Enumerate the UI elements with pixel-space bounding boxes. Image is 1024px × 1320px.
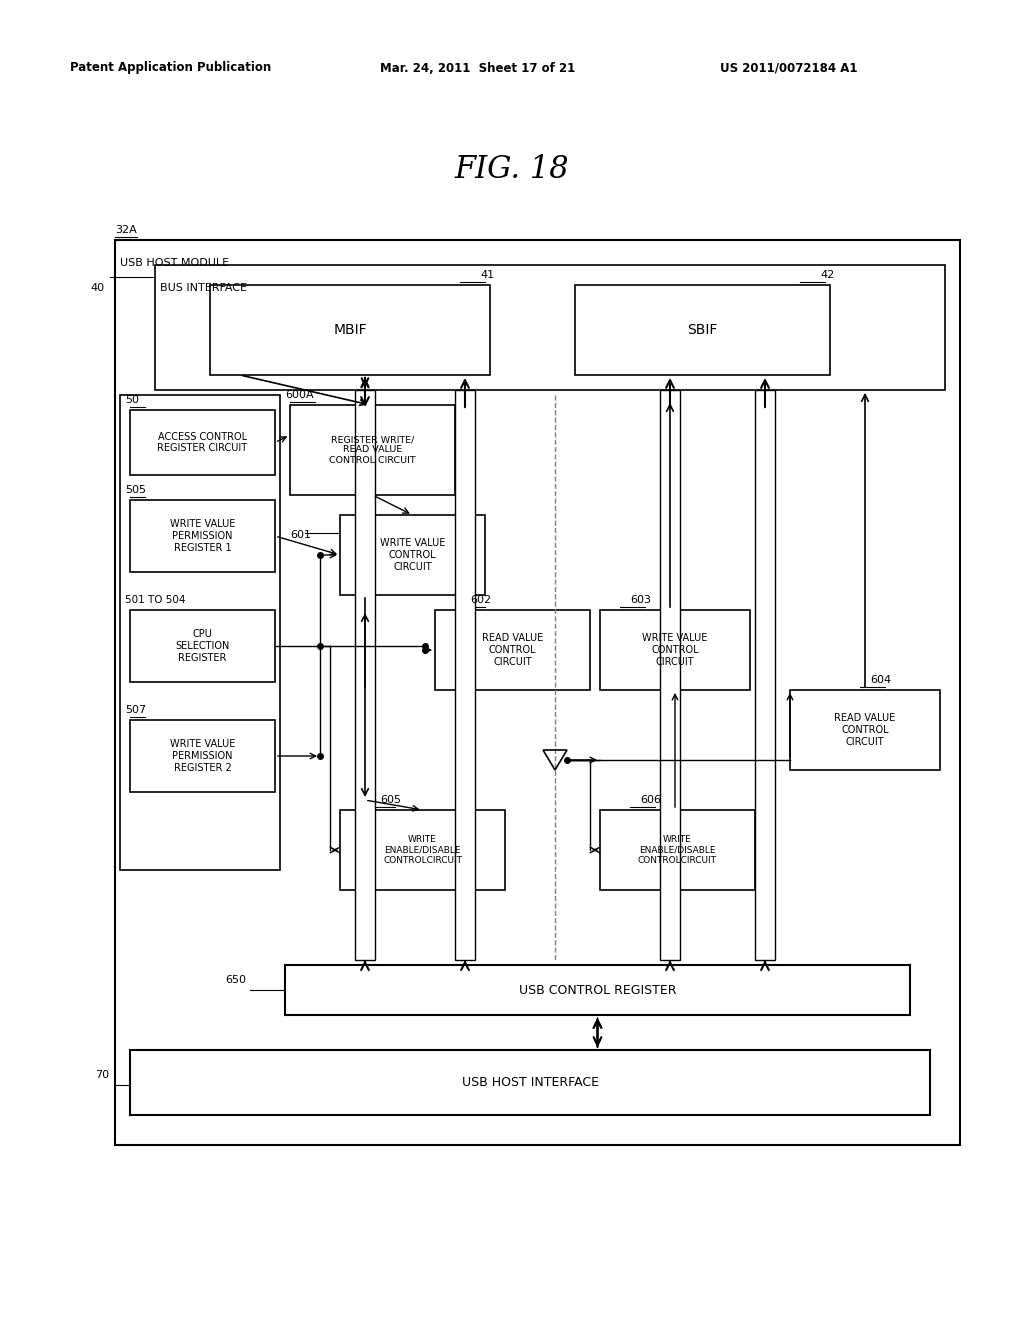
Bar	[790, 690, 940, 770]
Text: 603: 603	[630, 595, 651, 605]
Bar	[130, 411, 275, 475]
Text: 602: 602	[470, 595, 492, 605]
Text: SBIF: SBIF	[687, 323, 718, 337]
Text: READ VALUE
CONTROL
CIRCUIT: READ VALUE CONTROL CIRCUIT	[482, 634, 543, 667]
Text: USB CONTROL REGISTER: USB CONTROL REGISTER	[519, 983, 676, 997]
Bar	[455, 389, 475, 960]
Text: BUS INTERFACE: BUS INTERFACE	[160, 282, 247, 293]
Text: USB HOST INTERFACE: USB HOST INTERFACE	[462, 1076, 598, 1089]
Text: WRITE
ENABLE/DISABLE
CONTROLCIRCUIT: WRITE ENABLE/DISABLE CONTROLCIRCUIT	[638, 836, 717, 865]
Text: READ VALUE
CONTROL
CIRCUIT: READ VALUE CONTROL CIRCUIT	[835, 713, 896, 747]
Text: CPU
SELECTION
REGISTER: CPU SELECTION REGISTER	[175, 630, 229, 663]
Text: 32A: 32A	[115, 224, 137, 235]
Text: 70: 70	[95, 1071, 110, 1080]
Text: 606: 606	[640, 795, 662, 805]
Text: 605: 605	[380, 795, 401, 805]
Bar	[340, 810, 505, 890]
Text: 601: 601	[290, 531, 311, 540]
Bar	[115, 240, 961, 1144]
Text: 650: 650	[225, 975, 246, 985]
Bar	[435, 610, 590, 690]
Bar	[290, 405, 455, 495]
Bar	[210, 285, 490, 375]
Bar	[120, 395, 280, 870]
Text: 50: 50	[125, 395, 139, 405]
Bar	[755, 389, 775, 960]
Text: 507: 507	[125, 705, 146, 715]
Text: 41: 41	[480, 271, 495, 280]
Text: 40: 40	[90, 282, 104, 293]
Text: 505: 505	[125, 484, 146, 495]
Bar	[355, 389, 375, 960]
Bar	[130, 1049, 930, 1115]
Text: FIG. 18: FIG. 18	[455, 154, 569, 186]
Bar	[575, 285, 830, 375]
Bar	[130, 610, 275, 682]
Text: 42: 42	[820, 271, 835, 280]
Text: WRITE
ENABLE/DISABLE
CONTROLCIRCUIT: WRITE ENABLE/DISABLE CONTROLCIRCUIT	[383, 836, 462, 865]
Bar	[340, 515, 485, 595]
Bar	[285, 965, 910, 1015]
Text: WRITE VALUE
PERMISSION
REGISTER 2: WRITE VALUE PERMISSION REGISTER 2	[170, 739, 236, 772]
Text: WRITE VALUE
PERMISSION
REGISTER 1: WRITE VALUE PERMISSION REGISTER 1	[170, 519, 236, 553]
Text: 600A: 600A	[285, 389, 313, 400]
Bar	[155, 265, 945, 389]
Text: Patent Application Publication: Patent Application Publication	[70, 62, 271, 74]
Text: USB HOST MODULE: USB HOST MODULE	[120, 257, 229, 268]
Text: 604: 604	[870, 675, 891, 685]
Text: Mar. 24, 2011  Sheet 17 of 21: Mar. 24, 2011 Sheet 17 of 21	[380, 62, 575, 74]
Text: ACCESS CONTROL
REGISTER CIRCUIT: ACCESS CONTROL REGISTER CIRCUIT	[158, 432, 248, 453]
Bar	[130, 719, 275, 792]
Text: WRITE VALUE
CONTROL
CIRCUIT: WRITE VALUE CONTROL CIRCUIT	[380, 539, 445, 572]
Bar	[600, 810, 755, 890]
Text: US 2011/0072184 A1: US 2011/0072184 A1	[720, 62, 857, 74]
Text: 501 TO 504: 501 TO 504	[125, 595, 185, 605]
Bar	[600, 610, 750, 690]
Text: WRITE VALUE
CONTROL
CIRCUIT: WRITE VALUE CONTROL CIRCUIT	[642, 634, 708, 667]
Bar	[660, 389, 680, 960]
Text: REGISTER WRITE/
READ VALUE
CONTROL CIRCUIT: REGISTER WRITE/ READ VALUE CONTROL CIRCU…	[329, 436, 416, 465]
Text: MBIF: MBIF	[333, 323, 367, 337]
Bar	[130, 500, 275, 572]
